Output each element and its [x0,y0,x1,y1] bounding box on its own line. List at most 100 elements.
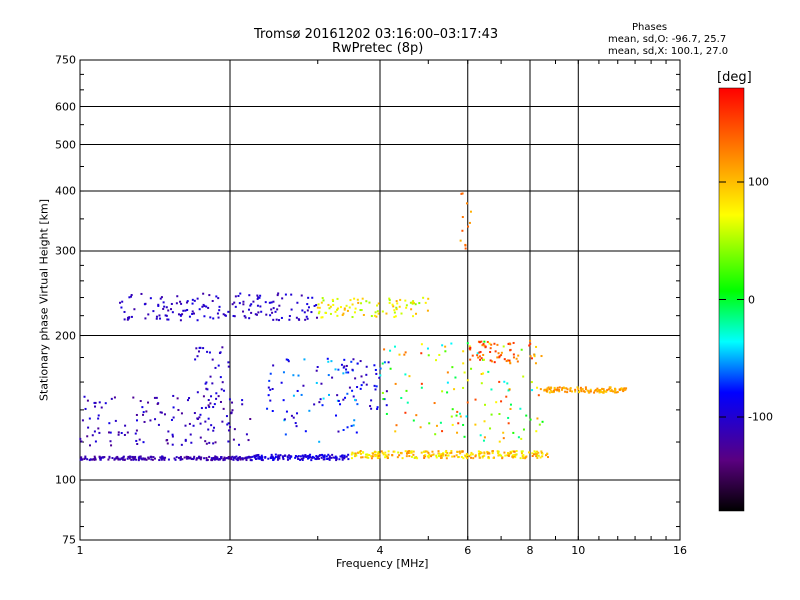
echo-point [476,354,479,357]
echo-point [581,388,584,391]
echo-point [345,304,348,307]
echo-point [480,357,483,360]
echo-point [491,360,494,363]
echo-point [531,452,534,455]
echo-point [231,303,234,306]
echo-point [128,457,131,460]
echo-point [206,388,209,391]
echo-point [505,360,508,363]
echo-point [410,450,413,453]
echo-point [134,432,137,435]
echo-point [547,456,550,459]
echo-point [459,452,462,455]
echo-point [230,411,233,414]
echo-point [384,456,387,459]
echo-point [254,313,257,316]
echo-point [137,456,140,459]
echo-point [188,422,191,425]
echo-point [180,302,183,305]
echo-point [336,308,339,311]
echo-point [233,301,236,304]
echo-point [274,456,277,459]
echo-point [214,366,217,369]
echo-point [253,456,256,459]
echo-point [365,383,368,386]
echo-point [389,349,392,352]
echo-point [342,456,345,459]
echo-point [410,451,413,454]
echo-point [466,457,469,460]
echo-point [343,365,346,368]
echo-point [97,417,100,420]
echo-point [519,407,522,410]
echo-point [278,457,281,460]
echo-point [221,420,224,423]
echo-point [269,388,272,391]
echo-point [217,297,220,300]
echo-point [451,455,454,458]
echo-point [283,454,286,457]
echo-point [423,454,426,457]
colorbar-tick-label: -100 [748,410,773,424]
echo-point [257,457,260,460]
echo-point [576,386,579,389]
echo-point [207,404,210,407]
echo-point [395,424,398,427]
echo-point [320,301,323,304]
y-tick-label: 200 [55,329,76,343]
echo-point [468,345,471,348]
echo-point [486,450,489,453]
echo-point [359,360,362,363]
echo-point [426,347,429,350]
echo-point [520,450,523,453]
echo-point [94,440,97,443]
echo-point [380,450,383,453]
echo-point [295,316,298,319]
echo-point [508,453,511,456]
echo-point [215,392,218,395]
echo-point [258,455,261,458]
echo-point [336,394,339,397]
echo-point [517,436,520,439]
echo-point [483,340,486,343]
echo-point [535,430,538,433]
echo-point [490,388,493,391]
echo-point [224,457,227,460]
echo-point [91,458,94,461]
echo-point [596,390,599,393]
echo-point [483,454,486,457]
echo-point [381,391,384,394]
echo-point [383,398,386,401]
echo-point [564,390,567,393]
echo-point [81,419,84,422]
echo-point [503,358,506,361]
echo-point [341,458,344,461]
x-tick-label: 1 [76,544,84,557]
echo-point [239,458,242,461]
echo-point [238,456,241,459]
echo-point [539,456,542,459]
echo-point [257,453,260,456]
echo-point [84,455,87,458]
echo-point [444,350,447,353]
echo-point [506,382,509,385]
echo-point [343,456,346,459]
echo-point [595,388,598,391]
echo-point [506,452,509,455]
echo-point [249,459,252,462]
echo-point [242,310,245,313]
echo-point [339,455,342,458]
echo-point [147,313,150,316]
y-axis-label: Stationary phase Virtual Height [km] [37,198,51,402]
echo-point [203,315,206,318]
echo-point [123,458,126,461]
echo-point [167,458,170,461]
echo-point [541,452,544,455]
echo-point [376,406,379,409]
echo-point [162,301,165,304]
echo-point [217,316,220,319]
echo-point [225,415,228,418]
echo-point [219,400,222,403]
echo-point [556,386,559,389]
echo-point [135,419,138,422]
